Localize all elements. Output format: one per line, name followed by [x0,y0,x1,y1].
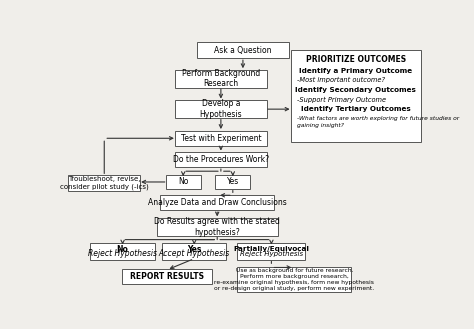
Text: Partially/Equivocal: Partially/Equivocal [234,246,310,252]
FancyBboxPatch shape [175,131,267,146]
Text: -Most important outcome?: -Most important outcome? [297,77,385,83]
FancyBboxPatch shape [122,269,212,284]
FancyBboxPatch shape [175,100,267,118]
Text: Troubleshoot, revise,
consider pilot study (-ics): Troubleshoot, revise, consider pilot stu… [60,176,149,190]
FancyBboxPatch shape [160,195,274,211]
FancyBboxPatch shape [175,152,267,167]
FancyBboxPatch shape [215,175,250,189]
Text: Use as background for future research.
Perform more background research,
re-exam: Use as background for future research. P… [214,268,374,291]
FancyBboxPatch shape [237,243,305,260]
FancyBboxPatch shape [162,243,227,260]
Text: Identify a Primary Outcome: Identify a Primary Outcome [299,67,412,74]
Text: Test with Experiment: Test with Experiment [181,134,261,143]
Text: Analyze Data and Draw Conclusions: Analyze Data and Draw Conclusions [148,198,287,207]
FancyBboxPatch shape [156,218,278,236]
Text: Ask a Question: Ask a Question [214,46,272,55]
Text: No: No [178,177,189,187]
Text: gaining insight?: gaining insight? [297,123,344,128]
Text: Yes: Yes [187,245,201,254]
Text: Do the Procedures Work?: Do the Procedures Work? [173,155,269,164]
FancyBboxPatch shape [197,42,289,59]
Text: Yes: Yes [227,177,239,187]
Text: PRIORITIZE OUTCOMES: PRIORITIZE OUTCOMES [306,56,406,64]
Text: Accept Hypothesis: Accept Hypothesis [159,249,230,258]
Text: Perform Background
Research: Perform Background Research [182,69,260,89]
FancyBboxPatch shape [68,175,140,191]
FancyBboxPatch shape [175,70,267,88]
Text: Reject Hypothesis: Reject Hypothesis [240,251,303,257]
Text: REPORT RESULTS: REPORT RESULTS [130,272,204,281]
Text: Reject Hypothesis: Reject Hypothesis [88,249,157,258]
FancyBboxPatch shape [291,50,421,142]
Text: Identify Tertiary Outcomes: Identify Tertiary Outcomes [301,106,411,112]
Text: Identify Secondary Outcomes: Identify Secondary Outcomes [295,87,416,93]
Text: -What factors are worth exploring for future studies or: -What factors are worth exploring for fu… [297,116,459,121]
Text: Develop a
Hypothesis: Develop a Hypothesis [200,99,242,119]
Text: -Support Primary Outcome: -Support Primary Outcome [297,96,386,103]
FancyBboxPatch shape [91,243,155,260]
Text: Do Results agree with the stated
hypothesis?: Do Results agree with the stated hypothe… [154,217,280,237]
FancyBboxPatch shape [166,175,201,189]
FancyBboxPatch shape [237,267,351,291]
Text: No: No [117,245,128,254]
